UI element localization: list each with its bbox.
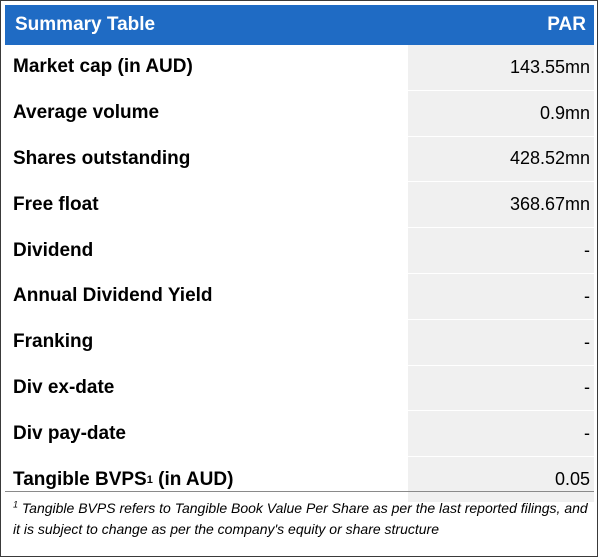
table-title: Summary Table bbox=[15, 14, 156, 35]
table-row: Free float 368.67mn bbox=[5, 182, 594, 229]
footnote: 1 Tangible BVPS refers to Tangible Book … bbox=[5, 491, 594, 553]
row-value: 0.9mn bbox=[408, 90, 594, 136]
table-row: Market cap (in AUD) 143.55mn bbox=[5, 45, 594, 91]
table-row: Tangible BVPS 1 (in AUD) 0.05 bbox=[5, 457, 594, 503]
row-value: - bbox=[408, 411, 594, 457]
table-body: Market cap (in AUD) 143.55mn Average vol… bbox=[5, 45, 594, 503]
row-label: Div pay-date bbox=[5, 411, 407, 457]
table-row: Div pay-date - bbox=[5, 411, 594, 458]
table-header: Summary Table PAR bbox=[5, 5, 594, 45]
row-value: 143.55mn bbox=[408, 45, 594, 90]
ticker-label: PAR bbox=[547, 14, 586, 35]
table-row: Average volume 0.9mn bbox=[5, 90, 594, 137]
footnote-marker: 1 bbox=[13, 499, 19, 510]
row-value: 0.05 bbox=[408, 457, 594, 502]
row-label: Div ex-date bbox=[5, 365, 407, 411]
table-row: Annual Dividend Yield - bbox=[5, 273, 594, 320]
table-row: Shares outstanding 428.52mn bbox=[5, 136, 594, 183]
row-value: - bbox=[408, 365, 594, 411]
row-value: 368.67mn bbox=[408, 182, 594, 228]
row-value: - bbox=[408, 319, 594, 365]
row-label: Average volume bbox=[5, 90, 407, 136]
row-label: Annual Dividend Yield bbox=[5, 273, 407, 319]
row-label: Shares outstanding bbox=[5, 136, 407, 182]
row-value: - bbox=[408, 228, 594, 273]
table-row: Franking - bbox=[5, 319, 594, 366]
row-label: Tangible BVPS 1 (in AUD) bbox=[5, 457, 407, 502]
row-value: 428.52mn bbox=[408, 136, 594, 182]
row-label: Dividend bbox=[5, 228, 407, 273]
row-label: Free float bbox=[5, 182, 407, 228]
row-label-suffix: (in AUD) bbox=[152, 468, 234, 490]
table-row: Div ex-date - bbox=[5, 365, 594, 412]
table-row: Dividend - bbox=[5, 228, 594, 274]
row-label: Franking bbox=[5, 319, 407, 365]
row-label: Market cap (in AUD) bbox=[5, 45, 407, 90]
row-label-main: Tangible BVPS bbox=[13, 468, 147, 490]
row-value: - bbox=[408, 273, 594, 319]
footnote-text: Tangible BVPS refers to Tangible Book Va… bbox=[13, 500, 588, 537]
